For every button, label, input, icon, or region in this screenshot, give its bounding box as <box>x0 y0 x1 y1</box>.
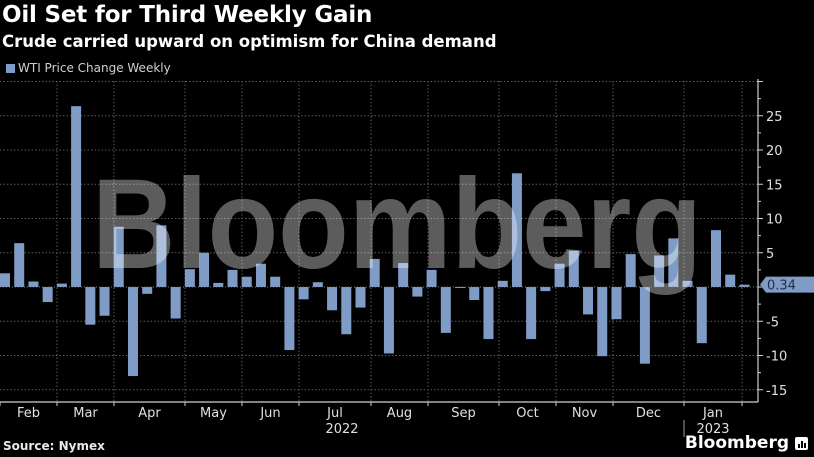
bar <box>199 252 210 287</box>
bar <box>597 287 608 357</box>
y-tick-label: 5 <box>766 247 774 262</box>
bar <box>426 269 437 287</box>
bar <box>469 287 480 301</box>
bar <box>440 287 451 333</box>
bar <box>639 287 650 364</box>
year-label-2022: 2022 <box>325 422 358 437</box>
bar <box>0 273 10 287</box>
bar <box>85 287 96 325</box>
bar <box>739 284 750 287</box>
bar <box>725 274 736 287</box>
bar <box>398 263 409 287</box>
y-tick-label: -10 <box>766 350 787 365</box>
bar <box>540 287 551 292</box>
bar <box>255 263 266 287</box>
bar <box>241 276 252 287</box>
chart-subtitle: Crude carried upward on optimism for Chi… <box>2 32 497 51</box>
x-tick-label: Aug <box>387 406 412 421</box>
x-tick-label: Apr <box>138 406 161 421</box>
brand-name: Bloomberg <box>684 433 789 453</box>
bar <box>298 287 309 300</box>
bar <box>99 287 110 316</box>
bar <box>170 287 181 319</box>
x-tick-label: Jan <box>702 406 723 421</box>
bar <box>696 287 707 344</box>
bar <box>142 287 153 294</box>
bar <box>511 173 522 287</box>
y-tick-label: 20 <box>766 144 783 159</box>
bar <box>497 280 508 287</box>
bar <box>56 283 67 287</box>
bar <box>184 269 195 287</box>
bar <box>127 287 138 377</box>
y-tick-label: 25 <box>766 110 783 125</box>
bar <box>327 287 338 311</box>
bar <box>682 280 693 287</box>
legend-swatch-icon <box>6 63 15 73</box>
bar <box>213 282 224 287</box>
bar <box>412 287 423 297</box>
bar <box>227 269 238 287</box>
bar <box>284 287 295 351</box>
bar <box>383 287 394 354</box>
x-tick-label: Mar <box>73 406 98 421</box>
watermark: Bloomberg <box>92 153 702 296</box>
bar <box>28 281 39 287</box>
bar <box>568 250 579 287</box>
bar <box>71 106 82 287</box>
last-value-label: 0.34 <box>767 279 796 294</box>
bar <box>554 263 565 287</box>
y-tick-label: 15 <box>766 178 783 193</box>
x-tick-label: Jul <box>326 406 343 421</box>
bar <box>711 230 721 287</box>
bar <box>611 287 622 320</box>
bar <box>625 254 636 287</box>
y-tick-label: 10 <box>766 213 783 228</box>
x-tick-label: May <box>200 406 227 421</box>
x-tick-label: Feb <box>17 406 40 421</box>
x-tick-label: Nov <box>572 406 598 421</box>
y-tick-label: -5 <box>766 315 779 330</box>
bar <box>455 287 466 288</box>
legend: WTI Price Change Weekly <box>6 61 171 75</box>
x-tick-label: Sep <box>451 406 476 421</box>
brand-logo: Bloomberg <box>685 433 808 453</box>
bar <box>312 282 323 287</box>
bar <box>42 287 53 303</box>
bar <box>668 238 679 287</box>
bar <box>341 287 352 335</box>
bar <box>270 276 281 287</box>
source-note: Source: Nymex <box>3 439 105 453</box>
bar <box>113 226 124 287</box>
year-label-2023: 2023 <box>696 422 729 437</box>
bar <box>156 225 167 287</box>
x-tick-label: Jun <box>259 406 280 421</box>
legend-label: WTI Price Change Weekly <box>18 61 171 75</box>
bar <box>369 258 380 287</box>
bar <box>355 287 366 308</box>
y-tick-label: -15 <box>766 384 787 399</box>
last-value-marker <box>760 276 814 293</box>
bar <box>483 287 494 340</box>
bar <box>654 255 665 287</box>
bloomberg-chart-icon <box>795 436 808 450</box>
chart-title: Oil Set for Third Weekly Gain <box>2 2 373 28</box>
bar <box>526 287 537 340</box>
bar <box>14 243 25 287</box>
bar <box>583 287 594 315</box>
x-tick-label: Oct <box>516 406 538 421</box>
x-tick-label: Dec <box>636 406 661 421</box>
